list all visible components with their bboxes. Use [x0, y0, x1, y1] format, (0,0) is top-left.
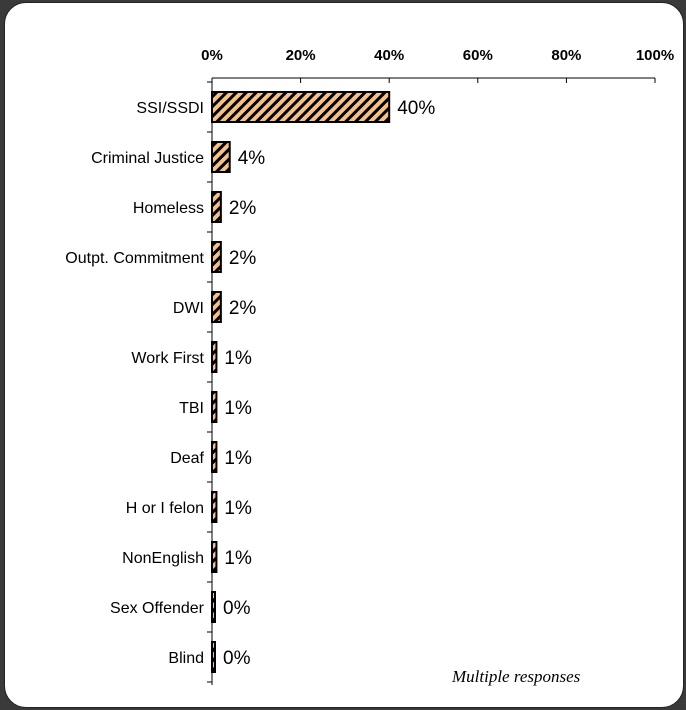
bar [211, 341, 218, 373]
value-label: 40% [397, 98, 435, 119]
bar [211, 391, 218, 423]
bar [211, 191, 222, 223]
category-label: Homeless [133, 200, 204, 217]
category-label: Work First [131, 350, 204, 367]
bar [211, 541, 218, 573]
bar [211, 641, 216, 673]
x-tick-label: 100% [636, 47, 674, 64]
multiple-responses-note: Multiple responses [452, 667, 581, 686]
category-label: Criminal Justice [91, 150, 204, 167]
value-label: 1% [224, 498, 252, 519]
bar [211, 141, 231, 173]
value-label: 1% [224, 448, 252, 469]
bar [211, 491, 218, 523]
value-label: 1% [224, 398, 252, 419]
bar [211, 91, 391, 123]
category-label: H or I felon [126, 500, 204, 517]
x-tick-label: 60% [463, 47, 493, 64]
bar [211, 441, 218, 473]
category-label: NonEnglish [122, 550, 204, 567]
value-label: 1% [224, 348, 252, 369]
value-label: 2% [229, 298, 257, 319]
value-label: 4% [238, 148, 266, 169]
x-tick-label: 20% [286, 47, 316, 64]
category-label: Outpt. Commitment [65, 250, 204, 267]
category-label: SSI/SSDI [136, 100, 204, 117]
category-label: DWI [173, 300, 204, 317]
x-tick-label: 80% [551, 47, 581, 64]
value-label: 2% [229, 198, 257, 219]
bar [211, 591, 216, 623]
bar [211, 291, 222, 323]
category-label: Deaf [170, 450, 204, 467]
value-label: 2% [229, 248, 257, 269]
value-label: 1% [224, 548, 252, 569]
x-tick-label: 0% [201, 47, 223, 64]
category-label: TBI [179, 400, 204, 417]
value-label: 0% [223, 648, 251, 669]
value-label: 0% [223, 598, 251, 619]
x-tick-label: 40% [374, 47, 404, 64]
category-label: Blind [168, 650, 204, 667]
category-label: Sex Offender [110, 600, 205, 617]
bar [211, 241, 222, 273]
